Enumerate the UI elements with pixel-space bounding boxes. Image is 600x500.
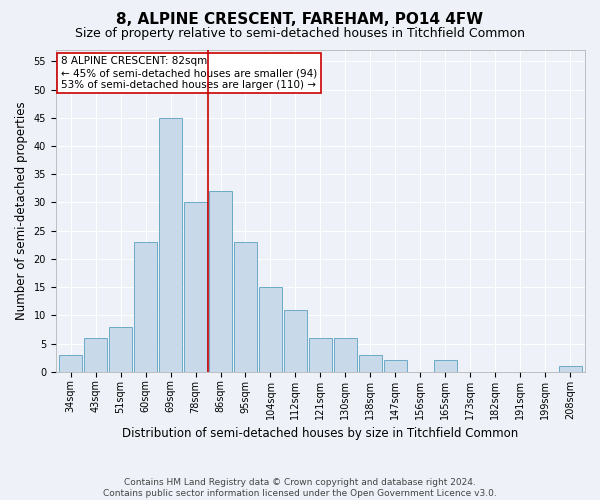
Bar (209, 191, 232, 372)
Bar (59, 355, 82, 372)
Bar (234, 242, 257, 372)
Bar (309, 338, 332, 372)
Text: Size of property relative to semi-detached houses in Titchfield Common: Size of property relative to semi-detach… (75, 28, 525, 40)
Bar (259, 287, 282, 372)
X-axis label: Distribution of semi-detached houses by size in Titchfield Common: Distribution of semi-detached houses by … (122, 427, 518, 440)
Text: 8 ALPINE CRESCENT: 82sqm
← 45% of semi-detached houses are smaller (94)
53% of s: 8 ALPINE CRESCENT: 82sqm ← 45% of semi-d… (61, 56, 317, 90)
Y-axis label: Number of semi-detached properties: Number of semi-detached properties (15, 102, 28, 320)
Bar (559, 366, 581, 372)
Bar (334, 338, 357, 372)
Bar (84, 338, 107, 372)
Bar (134, 242, 157, 372)
Bar (384, 360, 407, 372)
Bar (159, 118, 182, 372)
Text: Contains HM Land Registry data © Crown copyright and database right 2024.
Contai: Contains HM Land Registry data © Crown c… (103, 478, 497, 498)
Text: 8, ALPINE CRESCENT, FAREHAM, PO14 4FW: 8, ALPINE CRESCENT, FAREHAM, PO14 4FW (116, 12, 484, 28)
Bar (184, 202, 207, 372)
Bar (359, 355, 382, 372)
Bar (109, 326, 132, 372)
Bar (434, 360, 457, 372)
Bar (284, 310, 307, 372)
